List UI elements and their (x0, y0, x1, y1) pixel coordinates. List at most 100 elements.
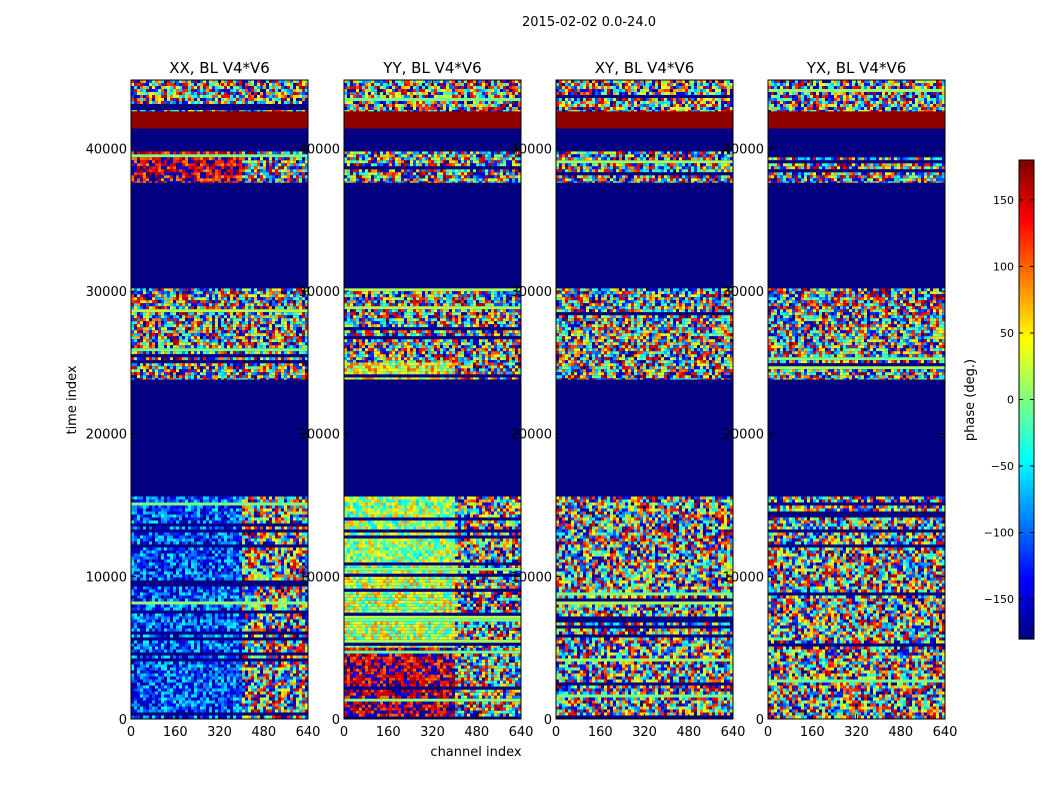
colorbar-segment (1019, 503, 1034, 508)
colorbar-segment (1019, 331, 1034, 337)
colorbar: 150 100 50 0 −50 −100 −150 phase (deg.) (963, 159, 1035, 640)
colorbar-segment (1019, 439, 1034, 445)
colorbar-segment (1019, 623, 1034, 628)
heatmap-block (344, 128, 521, 152)
colorbar-tick-label: −150 (984, 593, 1014, 606)
colorbar-segment (1019, 275, 1034, 281)
colorbar-segment (1019, 619, 1034, 624)
x-tick-label: 160 (588, 725, 613, 740)
y-tick-label: 30000 (723, 285, 764, 300)
y-tick-label: 10000 (511, 570, 552, 585)
colorbar-segment (1019, 527, 1034, 532)
y-tick-label: 40000 (511, 142, 552, 157)
colorbar-tick-label: 0 (1007, 394, 1014, 407)
colorbar-segment (1019, 319, 1034, 325)
colorbar-segment (1019, 443, 1034, 448)
heatmap-block (131, 128, 308, 152)
heatmap-block (131, 151, 308, 183)
panel-3: XY, BL V4*V6 0 160 320 480 640 0 10000 20000 3000… (511, 59, 746, 740)
heatmap-block (131, 379, 308, 497)
colorbar-segment (1019, 431, 1034, 437)
colorbar-segment (1019, 579, 1034, 584)
x-tick-label: 0 (340, 725, 348, 740)
colorbar-segment (1019, 599, 1034, 604)
colorbar-segment (1019, 335, 1034, 341)
colorbar-segment (1019, 251, 1034, 257)
x-tick-label: 160 (800, 725, 825, 740)
colorbar-segment (1019, 607, 1034, 612)
heatmap-block (344, 288, 521, 363)
colorbar-segment (1019, 387, 1034, 393)
colorbar-segment (1019, 231, 1034, 237)
colorbar-segment (1019, 207, 1034, 213)
heatmap-block (344, 496, 521, 568)
y-tick-label: 20000 (86, 428, 127, 443)
colorbar-segment (1019, 495, 1034, 500)
colorbar-segment (1019, 383, 1034, 389)
colorbar-segment (1019, 595, 1034, 600)
heatmap-block (344, 567, 521, 648)
heatmap-block (556, 496, 733, 719)
heatmap-block (768, 288, 945, 380)
colorbar-segment (1019, 255, 1034, 261)
colorbar-segment (1019, 399, 1034, 405)
colorbar-segment (1019, 531, 1034, 536)
colorbar-segment (1019, 563, 1034, 568)
colorbar-segment (1019, 555, 1034, 560)
colorbar-segment (1019, 211, 1034, 217)
colorbar-segment (1019, 279, 1034, 285)
colorbar-segment (1019, 543, 1034, 548)
heatmap-block (344, 80, 521, 112)
heatmap-image (131, 80, 308, 719)
heatmap-block (768, 379, 945, 497)
colorbar-segment (1019, 283, 1034, 289)
colorbar-segment (1019, 183, 1034, 189)
colorbar-segment (1019, 547, 1034, 552)
y-tick-label: 0 (544, 713, 552, 728)
x-tick-label: 640 (296, 725, 321, 740)
colorbar-segment (1019, 611, 1034, 616)
colorbar-segment (1019, 235, 1034, 241)
colorbar-segment (1019, 483, 1034, 488)
y-tick-label: 30000 (299, 285, 340, 300)
heatmap-block (556, 288, 733, 380)
x-tick-label: 320 (632, 725, 657, 740)
colorbar-segment (1019, 415, 1034, 421)
colorbar-segment (1019, 407, 1034, 413)
heatmap-block (344, 362, 521, 380)
x-tick-label: 480 (888, 725, 913, 740)
y-tick-label: 0 (332, 713, 340, 728)
colorbar-segment (1019, 303, 1034, 309)
x-tick-label: 640 (509, 725, 534, 740)
colorbar-label: phase (deg.) (963, 359, 978, 441)
colorbar-segment (1019, 491, 1034, 496)
colorbar-segment (1019, 423, 1034, 429)
colorbar-segment (1019, 239, 1034, 245)
colorbar-tick-label: 100 (993, 260, 1014, 273)
colorbar-segment (1019, 195, 1034, 201)
colorbar-segment (1019, 463, 1034, 468)
colorbar-segment (1019, 587, 1034, 592)
heatmap-image (344, 80, 521, 719)
colorbar-segment (1019, 551, 1034, 556)
colorbar-segment (1019, 299, 1034, 305)
colorbar-segment (1019, 323, 1034, 329)
colorbar-segment (1019, 539, 1034, 544)
x-tick-label: 320 (207, 725, 232, 740)
y-tick-label: 40000 (86, 142, 127, 157)
y-tick-label: 40000 (299, 142, 340, 157)
heatmap-block (768, 111, 945, 129)
colorbar-segment (1019, 631, 1034, 636)
colorbar-segment (1019, 391, 1034, 397)
x-tick-label: 640 (721, 725, 746, 740)
colorbar-segment (1019, 451, 1034, 456)
colorbar-segment (1019, 499, 1034, 504)
heatmap-image (556, 80, 733, 719)
colorbar-segment (1019, 583, 1034, 588)
panel-4: YX, BL V4*V6 0 160 320 480 640 0 10000 20000 3000… (723, 59, 958, 740)
heatmap-block (768, 496, 945, 719)
colorbar-segment (1019, 215, 1034, 221)
y-tick-label: 30000 (86, 285, 127, 300)
colorbar-segment (1019, 467, 1034, 472)
